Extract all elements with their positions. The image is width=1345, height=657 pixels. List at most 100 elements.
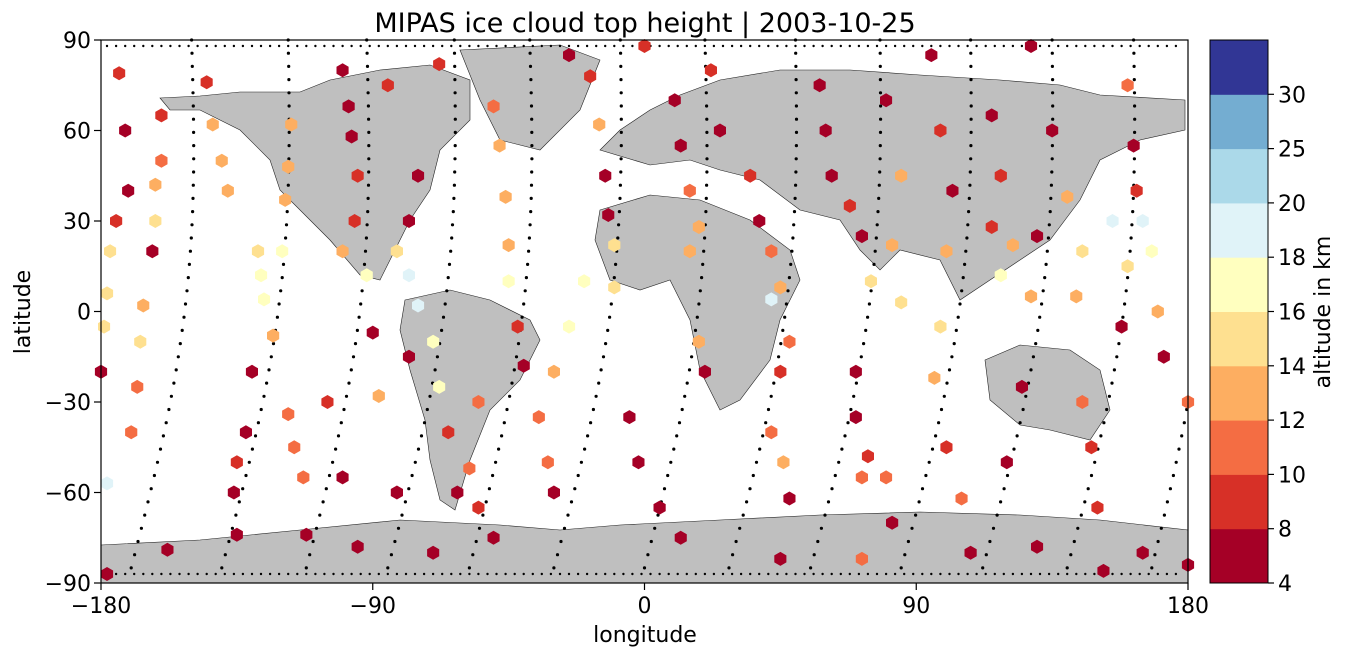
orbit-dot [487,487,491,491]
orbit-dot [247,460,251,464]
orbit-dot [205,572,208,576]
orbit-dot [576,44,580,48]
orbit-dot [1162,513,1166,517]
orbit-dot [703,236,707,240]
orbit-dot [527,249,531,253]
orbit-dot [819,526,824,530]
orbit-dot [136,539,140,544]
orbit-dot [277,302,281,306]
orbit-dot [864,328,868,332]
orbit-dot [878,91,883,95]
orbit-dot [250,44,254,48]
cloud-point [412,298,425,313]
orbit-dot [529,78,533,82]
cloud-point [1136,214,1149,228]
orbit-dot [305,572,308,576]
cloud-point [381,78,394,93]
orbit-dot [549,44,553,48]
orbit-dot [386,566,390,570]
colorbar-segment [1210,474,1268,530]
orbit-dot [567,44,571,48]
orbit-dot [785,44,788,48]
cloud-point [880,93,893,108]
orbit-dot [443,302,447,306]
orbit-dot [1132,91,1137,95]
orbit-dot [694,572,697,576]
orbit-dot [459,44,462,48]
orbit-dot [389,553,393,557]
orbit-dot [1147,44,1150,48]
orbit-dot [857,572,861,576]
orbit-dot [848,44,851,48]
orbit-dot [286,51,290,55]
y-tick-label: −90 [45,572,91,597]
orbit-dot [830,44,833,48]
orbit-dot [323,572,326,576]
cloud-point [593,117,606,132]
orbit-dot [149,487,153,491]
orbit-dot [662,487,667,491]
orbit-dot [510,381,514,385]
orbit-dot [1180,434,1184,438]
orbit-dot [190,64,194,68]
orbit-dot [172,381,176,385]
orbit-dot [259,44,263,48]
orbit-dot [178,342,182,346]
orbit-dot [619,78,623,82]
orbit-dot [573,487,577,491]
orbit-dot [1123,302,1127,306]
orbit-dot [704,210,708,214]
orbit-dot [772,381,776,385]
orbit-dot [876,210,880,214]
orbit-dot [1131,196,1135,200]
orbit-dot [877,196,881,200]
orbit-dot [784,302,789,306]
orbit-dot [1128,249,1132,253]
orbit-dot [680,407,684,412]
orbit-dot [205,44,208,48]
orbit-dot [704,91,708,95]
orbit-dot [497,447,501,451]
cloud-point [674,530,687,545]
orbit-dot [559,539,563,544]
orbit-dot [446,276,450,280]
orbit-dot [441,572,444,576]
orbit-dot [304,566,308,570]
orbit-dot [672,447,676,451]
orbit-dot [781,328,785,332]
colorbar-tick-label: 25 [1278,138,1306,163]
orbit-dot [618,196,622,200]
cloud-point [215,153,228,168]
orbit-dot [875,223,879,227]
orbit-dot [1051,91,1055,95]
orbit-dot [789,262,793,266]
orbit-dot [779,342,783,346]
orbit-dot [705,104,709,108]
orbit-dot [1050,170,1054,174]
cloud-point [744,168,757,183]
orbit-dot [250,572,254,576]
orbit-dot [395,44,399,48]
orbit-dot [619,170,623,174]
orbit-dot [594,394,598,398]
orbit-dot [287,64,291,68]
orbit-dot [339,421,343,425]
orbit-dot [920,487,925,491]
cloud-point [895,295,908,310]
orbit-dot [1066,572,1069,576]
orbit-dot [1020,44,1024,48]
orbit-dot [769,394,773,398]
orbit-dot [287,572,290,576]
orbit-dot [604,572,607,576]
orbit-dot [562,526,567,530]
cloud-point [131,379,144,394]
orbit-dot [357,315,361,319]
orbit-dot [214,44,217,48]
orbit-dot [286,183,290,187]
orbit-dot [500,434,504,438]
cloud-point [282,159,295,174]
orbit-dot [513,572,516,576]
orbit-dot [477,526,482,530]
cloud-point [1046,123,1059,138]
cloud-point [1024,289,1038,304]
